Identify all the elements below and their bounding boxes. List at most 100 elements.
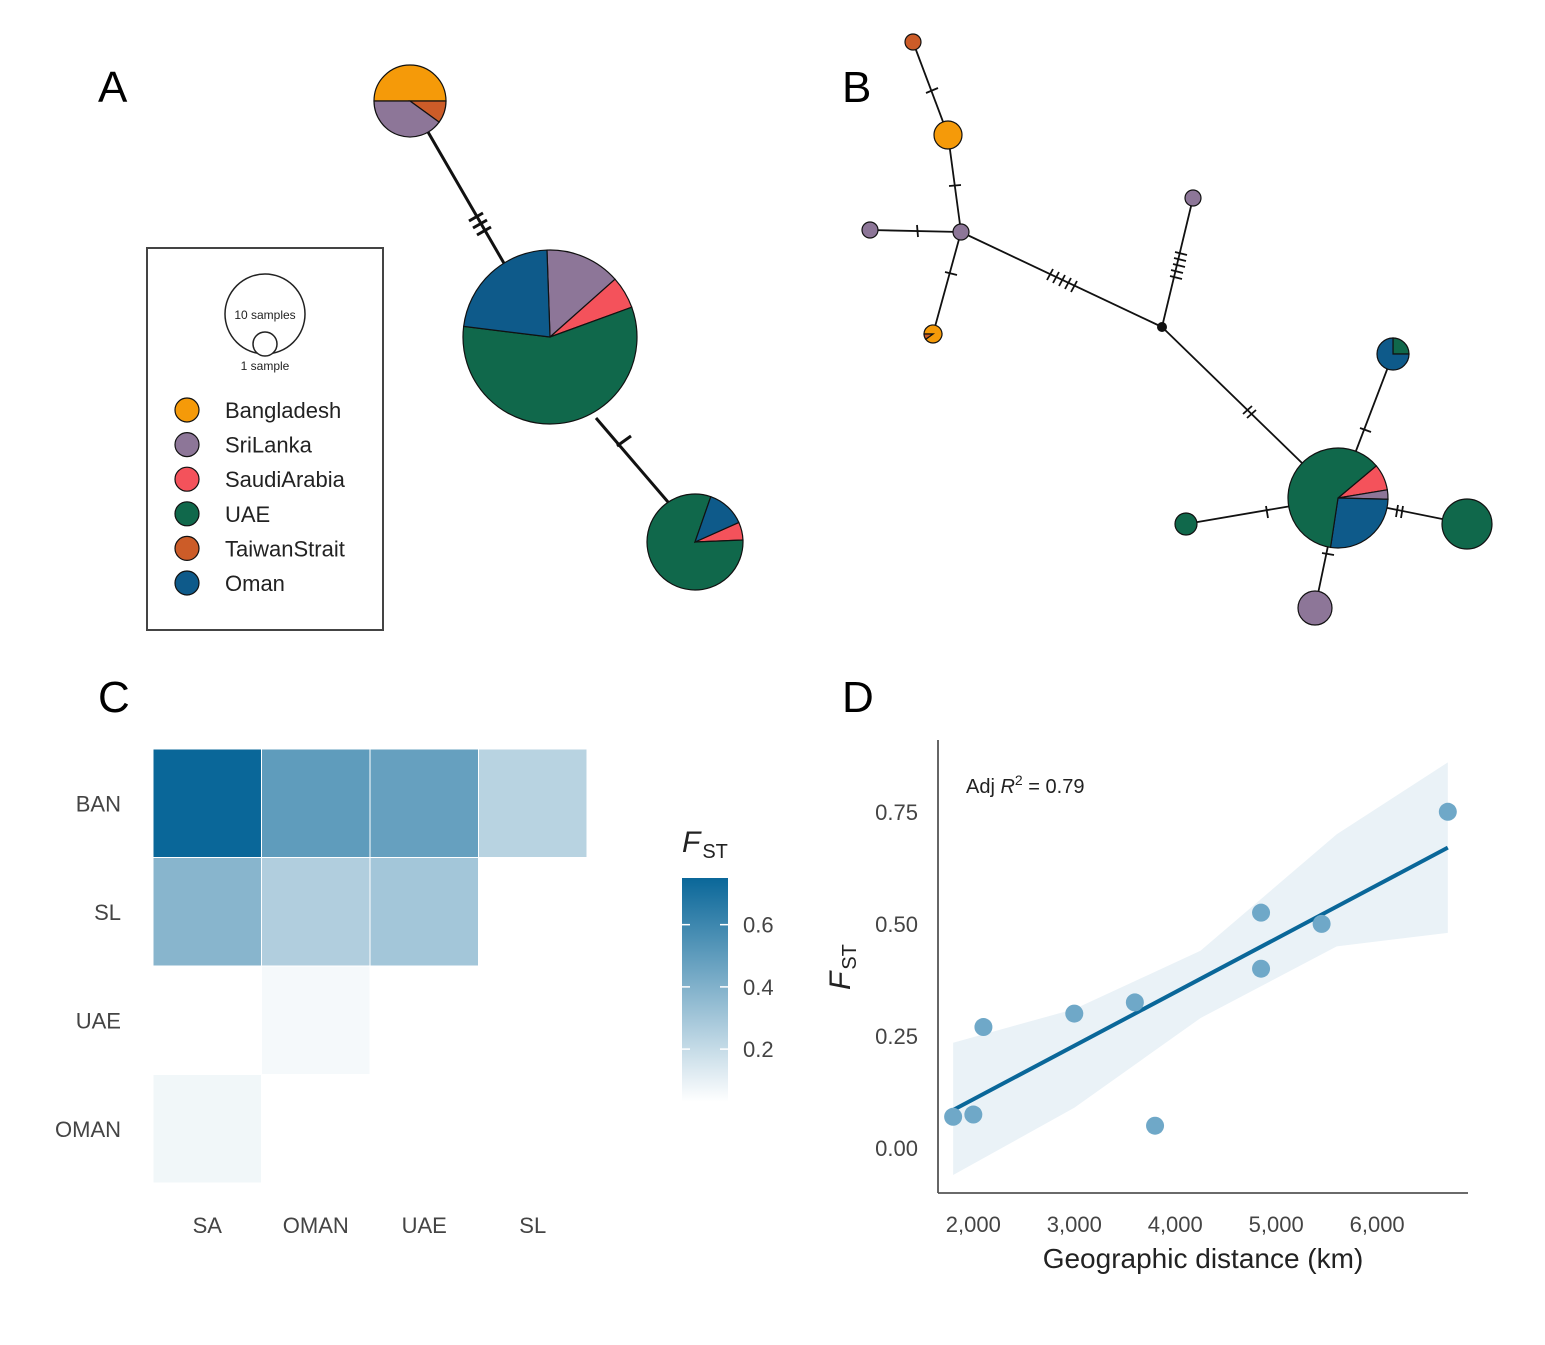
y-axis-title: FST	[824, 944, 861, 990]
heatmap-cell-uae-oman	[261, 965, 371, 1075]
panel-d-fst-vs-distance: 2,000 3,000 4,000 5,000 6,000 0.000.250.500.…	[824, 740, 1468, 1274]
scatter-point	[1252, 959, 1271, 978]
heatmap-cell-ban-uae	[369, 748, 479, 858]
haplotype-node-b8	[1287, 447, 1389, 549]
heatmap-row-label: BAN	[76, 791, 121, 816]
heatmap-row-label: UAE	[76, 1008, 121, 1033]
haplotype-node-b7	[1376, 337, 1410, 371]
size-legend-small-circle	[252, 331, 278, 357]
panel-label-d: D	[842, 673, 874, 722]
legend-label-saudiarabia: SaudiArabia	[225, 467, 346, 492]
node-b1-slice-taiwanstrait	[904, 33, 922, 51]
r-squared-annotation: Adj R2 = 0.79	[966, 772, 1084, 798]
scatter-point	[1146, 1116, 1165, 1135]
pie-a2-slice-srilanka	[546, 249, 616, 339]
heatmap-column-label: UAE	[402, 1213, 447, 1238]
haplotype-node-b11	[1297, 590, 1333, 626]
node-b8-slice-uae	[1287, 447, 1378, 549]
legend-swatch-bangladesh	[174, 397, 200, 423]
node-b11-slice-srilanka	[1297, 590, 1333, 626]
colorbar-tick-label: 0.2	[743, 1037, 774, 1062]
panel-label-a: A	[98, 63, 128, 112]
colorbar-tick-label: 0.6	[743, 913, 774, 938]
haplotype-node-b5	[923, 324, 943, 344]
y-tick-label: 0.25	[875, 1024, 918, 1049]
scatter-points	[944, 802, 1457, 1135]
colorbar-title: F ST	[682, 826, 728, 863]
confidence-band	[953, 762, 1448, 1176]
haplotype-node-b2	[933, 120, 963, 150]
heatmap-cell-sl-sa	[152, 857, 262, 967]
panel-b-haplotype-network	[861, 33, 1493, 626]
scatter-point	[1312, 914, 1331, 933]
scatter-point	[944, 1107, 963, 1126]
x-tick-label: 6,000	[1350, 1212, 1405, 1237]
pie-a1-slice-bangladesh	[373, 64, 447, 102]
scatter-point	[1252, 903, 1271, 922]
node-b9-slice-uae	[1174, 512, 1198, 536]
size-legend-large-label: 10 samples	[234, 308, 295, 322]
heatmap-cell-sl-uae	[369, 857, 479, 967]
colorbar-ticks: 0.6 0.4 0.2	[682, 913, 774, 1062]
scatter-point	[1125, 993, 1144, 1012]
legend-label-srilanka: SriLanka	[225, 433, 313, 458]
legend-items: Bangladesh SriLanka SaudiArabia UAE TaiwanSt…	[174, 397, 346, 596]
mutation-ticks-a-top	[468, 211, 492, 237]
median-vector-node	[1157, 322, 1167, 332]
heatmap-row-labels: BAN SL UAE OMAN	[55, 791, 121, 1142]
regression-line	[952, 845, 1449, 1112]
network-a-edge-bottom	[594, 417, 670, 503]
legend-label-bangladesh: Bangladesh	[225, 398, 341, 423]
x-axis-title: Geographic distance (km)	[1043, 1243, 1364, 1274]
haplotype-node-b3	[861, 221, 879, 239]
heatmap-cell-oman-sa	[152, 1074, 262, 1184]
scatter-point	[1065, 1004, 1084, 1023]
x-tick-label: 5,000	[1249, 1212, 1304, 1237]
x-tick-label: 4,000	[1148, 1212, 1203, 1237]
heatmap-column-labels: SA OMAN UAE SL	[193, 1213, 547, 1238]
haplotype-pie-a3	[646, 493, 744, 591]
pie-a3-slice-oman	[693, 495, 740, 544]
colorbar	[682, 878, 728, 1102]
heatmap-cell-uae-sa	[152, 965, 262, 1075]
legend-swatch-taiwanstrait	[174, 535, 200, 562]
y-axis-ticks: 0.00 0.25 0.50 0.75	[875, 800, 918, 1161]
heatmap-cell-ban-sa	[152, 748, 262, 858]
haplotype-pie-a2	[462, 249, 638, 425]
node-b4-slice-srilanka	[952, 223, 970, 241]
pie-a2-slice-oman	[462, 249, 551, 338]
node-b8-slice-oman	[1329, 497, 1389, 549]
haplotype-node-b4	[952, 223, 970, 241]
node-b7-slice-uae	[1392, 337, 1410, 355]
node-b3-slice-srilanka	[861, 221, 879, 239]
haplotype-node-b6	[1184, 189, 1202, 207]
heatmap-cells	[152, 748, 588, 1184]
scatter-point	[964, 1105, 983, 1124]
haplotype-node-b9	[1174, 512, 1198, 536]
x-axis-ticks: 2,000 3,000 4,000 5,000 6,000	[946, 1212, 1405, 1237]
y-tick-label: 0.00	[875, 1136, 918, 1161]
heatmap-cell-ban-oman	[261, 748, 371, 858]
node-b5-slice-taiwanstrait	[923, 333, 935, 341]
x-tick-label: 3,000	[1047, 1212, 1102, 1237]
node-b7-slice-oman	[1376, 337, 1410, 371]
panel-a-haplotype-network: 10 samples 1 sample Bangladesh SriLanka Sa…	[146, 64, 744, 631]
pie-a1-slice-srilanka	[373, 100, 440, 138]
heatmap-cell-ban-sl	[478, 748, 588, 858]
y-tick-label: 0.75	[875, 800, 918, 825]
heatmap-cell-sl-oman	[261, 857, 371, 967]
node-b10-slice-uae	[1441, 498, 1493, 550]
legend-swatch-srilanka	[174, 432, 200, 458]
network-b-nodes	[861, 33, 1493, 626]
legend-box: 10 samples 1 sample Bangladesh SriLanka Sa…	[146, 247, 384, 631]
legend-label-taiwanstrait: TaiwanStrait	[225, 536, 345, 561]
mutation-tick-a-bottom	[616, 434, 632, 448]
heatmap-column-label: OMAN	[283, 1213, 349, 1238]
panel-label-c: C	[98, 673, 130, 722]
scatter-point	[1438, 802, 1457, 821]
haplotype-node-b1	[904, 33, 922, 51]
x-tick-label: 2,000	[946, 1212, 1001, 1237]
panel-label-b: B	[842, 63, 871, 112]
heatmap-row-label: OMAN	[55, 1117, 121, 1142]
scatter-point	[974, 1018, 993, 1037]
